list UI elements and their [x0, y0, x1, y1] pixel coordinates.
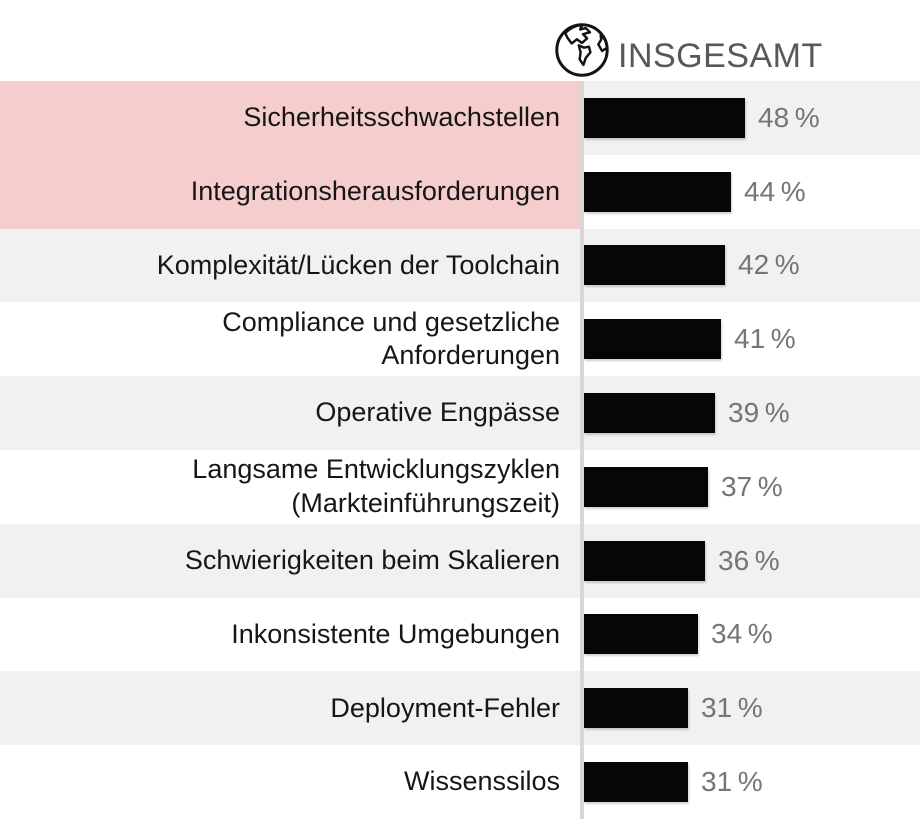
- chart-row: Integrationsherausforderungen 44 %: [0, 154, 920, 229]
- value-label: 48 %: [758, 101, 820, 133]
- chart-row: Inkonsistente Umgebungen 34 %: [0, 597, 920, 672]
- bar-cell: 44 %: [580, 155, 920, 229]
- category-label: Compliance und gesetzliche Anforderungen: [222, 306, 560, 371]
- bar-cell: 37 %: [580, 450, 920, 524]
- chart-row: Sicherheitsschwachstellen 48 %: [0, 81, 920, 155]
- chart-row: Operative Engpässe 39 %: [0, 376, 920, 450]
- bar: [584, 614, 698, 655]
- bar: [584, 688, 688, 729]
- category-label: Schwierigkeiten beim Skalieren: [184, 544, 560, 575]
- value-label: 42 %: [738, 249, 800, 281]
- chart-row: Langsame Entwicklungszyklen (Markteinfüh…: [0, 449, 920, 524]
- bar-cell: 48 %: [580, 81, 920, 155]
- bar-cell: 39 %: [580, 376, 920, 450]
- bar: [584, 97, 745, 138]
- category-label: Langsame Entwicklungszyklen (Markteinfüh…: [192, 454, 560, 518]
- bar: [584, 393, 715, 434]
- chart-row: Komplexität/Lücken der Toolchain 42 %: [0, 228, 920, 303]
- value-label: 31 %: [701, 692, 763, 724]
- category-label: Deployment-Fehler: [330, 692, 560, 723]
- bar: [584, 762, 688, 803]
- axis-divider-line: [580, 81, 584, 819]
- category-label: Wissenssilos: [403, 766, 560, 797]
- category-label: Integrationsherausforderungen: [0, 154, 580, 229]
- category-label: Komplexität/Lücken der Toolchain: [156, 249, 560, 280]
- bar: [584, 171, 731, 212]
- value-label: 39 %: [728, 397, 790, 429]
- chart-row: Wissenssilos 31 %: [0, 745, 920, 819]
- value-label: 44 %: [744, 175, 806, 207]
- value-label: 34 %: [711, 618, 773, 650]
- chart-row: Schwierigkeiten beim Skalieren 36 %: [0, 523, 920, 598]
- bar: [584, 466, 708, 507]
- bar-cell: 34 %: [580, 598, 920, 672]
- chart-row: Deployment-Fehler 31 %: [0, 671, 920, 746]
- chart-header: INSGESAMT: [0, 0, 920, 81]
- bar-cell: 41 %: [580, 302, 920, 376]
- value-label: 31 %: [701, 766, 763, 798]
- chart-row: Compliance und gesetzliche Anforderungen…: [0, 302, 920, 377]
- bar-cell: 36 %: [580, 524, 920, 598]
- chart-title: INSGESAMT: [618, 37, 823, 75]
- bar-cell: 31 %: [580, 671, 920, 745]
- value-label: 41 %: [734, 323, 796, 355]
- category-label: Operative Engpässe: [315, 397, 560, 428]
- value-label: 36 %: [718, 544, 780, 576]
- bar: [584, 245, 725, 286]
- chart-rows: Sicherheitsschwachstellen 48 % Integration…: [0, 81, 920, 819]
- category-label: Sicherheitsschwachstellen: [0, 81, 580, 155]
- value-label: 37 %: [721, 470, 783, 502]
- bar-cell: 31 %: [580, 745, 920, 819]
- bar: [584, 319, 721, 360]
- globe-icon: [554, 22, 610, 78]
- bar-cell: 42 %: [580, 229, 920, 303]
- category-label: Inkonsistente Umgebungen: [231, 618, 560, 649]
- bar: [584, 540, 705, 581]
